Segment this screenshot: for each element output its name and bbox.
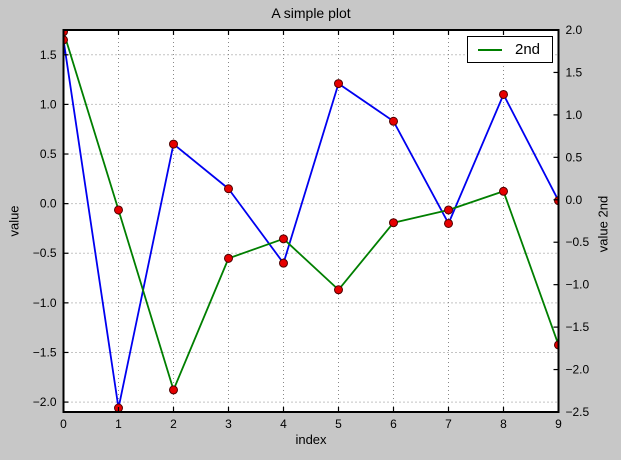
data-point-marker [224,184,233,194]
data-point-marker [389,218,398,228]
y-tick-label-right: 2.0 [566,23,583,37]
legend-line-sample [478,48,502,51]
y-tick-label-left: −0.5 [33,246,57,260]
data-point-marker [334,285,343,295]
y-tick-label-left: 1.5 [40,48,57,62]
y-tick-label-right: 1.5 [566,65,583,79]
data-point-marker [499,186,508,196]
y-tick-label-right: 1.0 [566,108,583,122]
y-tick-label-left: 0.0 [40,197,57,211]
y-axis-label-right: value 2nd [595,195,611,253]
y-tick-label-left: −1.5 [33,345,57,359]
y-tick-label-right: 0.5 [566,150,583,164]
plot-area [63,30,559,412]
data-point-marker [444,205,453,215]
y-axis-label-left: value [6,205,22,237]
y-tick-label-left: 1.0 [40,97,57,111]
data-point-marker [334,79,343,89]
data-point-marker [114,205,123,215]
x-tick-label: 9 [555,417,562,431]
y-tick-label-right: −1.0 [566,278,590,292]
x-tick-label: 6 [390,417,397,431]
y-tick-label-right: −2.5 [566,405,590,419]
y-tick-label-right: −2.0 [566,363,590,377]
x-tick-label: 7 [445,417,452,431]
data-point-marker [224,253,233,263]
y-tick-label-right: 0.0 [566,193,583,207]
series-group [63,30,559,412]
y-tick-label-right: −1.5 [566,320,590,334]
x-tick-label: 3 [225,417,232,431]
x-tick-label: 1 [115,417,122,431]
x-tick-label: 2 [170,417,177,431]
data-point-marker [444,218,453,228]
x-tick-label: 4 [280,417,287,431]
x-tick-label: 5 [335,417,342,431]
data-line-2nd [63,31,559,391]
data-point-marker [169,385,178,395]
x-tick-label: 0 [60,417,67,431]
y-tick-label-left: −2.0 [33,395,57,409]
x-axis-label: index [295,432,327,447]
data-point-marker [169,139,178,149]
legend-entry-label: 2nd [515,41,541,58]
axes-spines [62,29,560,413]
y-tick-label-left: 0.5 [40,147,57,161]
data-point-marker [279,258,288,268]
data-line-value [63,39,559,409]
y-tick-label-left: −1.0 [33,296,57,310]
x-tick-label: 8 [500,417,507,431]
data-point-marker [499,89,508,99]
y-tick-label-right: −0.5 [566,235,590,249]
data-point-marker [279,234,288,244]
data-point-marker [389,116,398,126]
legend-box: 2nd [467,36,553,63]
chart-title: A simple plot [271,5,351,21]
